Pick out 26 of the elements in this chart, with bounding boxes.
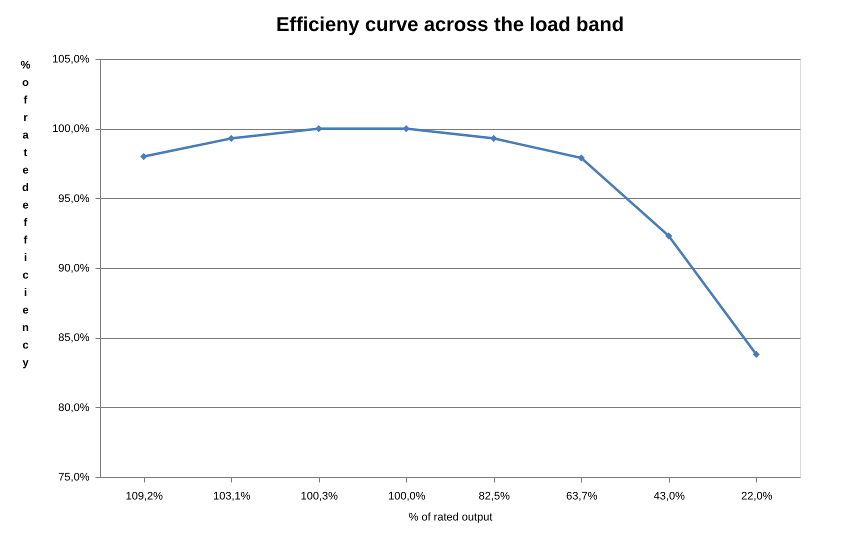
x-tick-label: 103,1% (213, 490, 251, 502)
point (665, 232, 672, 240)
point (315, 125, 322, 132)
point (228, 134, 235, 142)
y-tick-label: 95,0% (58, 192, 90, 205)
point (578, 154, 585, 162)
x-tick-label: 109,2% (126, 490, 164, 502)
point (490, 134, 498, 142)
x-tick-label: 100,3% (300, 490, 338, 502)
y-tick-label: 105,0% (52, 54, 90, 66)
chart-title: Efficieny curve across the load band (276, 14, 624, 36)
y-tick-label: 80,0% (58, 402, 90, 414)
point (752, 350, 760, 358)
point (140, 152, 148, 160)
y-tick-label: 90,0% (58, 262, 90, 274)
x-tick-label: 43,0% (654, 490, 686, 502)
y-tick-label: 85,0% (58, 332, 90, 344)
y-tick-label: 75,0% (58, 472, 90, 484)
x-axis-title: % of rated output (408, 512, 492, 524)
x-tick-label: 22,0% (741, 490, 773, 502)
x-tick-label: 63,7% (566, 490, 598, 502)
point (402, 125, 410, 132)
text: % of rated efficiency (20, 60, 30, 369)
x-tick-label: 82,5% (478, 490, 510, 502)
x-tick-label: 100,0% (388, 490, 426, 502)
y-tick-label: 100,0% (52, 123, 90, 136)
